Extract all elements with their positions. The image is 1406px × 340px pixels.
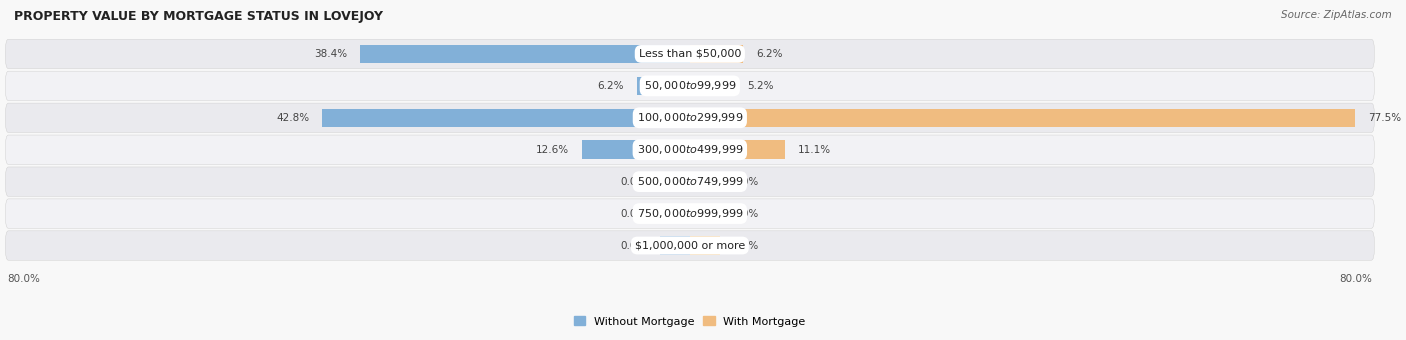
Text: $100,000 to $299,999: $100,000 to $299,999 bbox=[637, 111, 742, 124]
Text: $750,000 to $999,999: $750,000 to $999,999 bbox=[637, 207, 744, 220]
Legend: Without Mortgage, With Mortgage: Without Mortgage, With Mortgage bbox=[569, 312, 810, 331]
Text: 6.2%: 6.2% bbox=[598, 81, 624, 91]
Bar bbox=[637, 76, 690, 95]
Text: $50,000 to $99,999: $50,000 to $99,999 bbox=[644, 79, 737, 92]
Text: 80.0%: 80.0% bbox=[1340, 274, 1372, 284]
Bar bbox=[659, 204, 690, 223]
Text: 42.8%: 42.8% bbox=[276, 113, 309, 123]
Text: 0.0%: 0.0% bbox=[620, 177, 647, 187]
Bar bbox=[360, 45, 690, 63]
Bar bbox=[659, 172, 690, 191]
Text: Source: ZipAtlas.com: Source: ZipAtlas.com bbox=[1281, 10, 1392, 20]
Text: 38.4%: 38.4% bbox=[314, 49, 347, 59]
Text: 12.6%: 12.6% bbox=[536, 145, 569, 155]
Bar bbox=[690, 140, 785, 159]
Text: $1,000,000 or more: $1,000,000 or more bbox=[634, 240, 745, 251]
Text: 80.0%: 80.0% bbox=[7, 274, 39, 284]
FancyBboxPatch shape bbox=[6, 39, 1374, 69]
Text: 0.0%: 0.0% bbox=[733, 240, 759, 251]
Bar bbox=[582, 140, 690, 159]
Text: PROPERTY VALUE BY MORTGAGE STATUS IN LOVEJOY: PROPERTY VALUE BY MORTGAGE STATUS IN LOV… bbox=[14, 10, 382, 23]
Text: 0.0%: 0.0% bbox=[733, 177, 759, 187]
Text: 0.0%: 0.0% bbox=[620, 240, 647, 251]
Bar bbox=[690, 236, 720, 255]
Text: Less than $50,000: Less than $50,000 bbox=[638, 49, 741, 59]
Bar bbox=[690, 204, 720, 223]
Bar bbox=[690, 76, 734, 95]
FancyBboxPatch shape bbox=[6, 199, 1374, 228]
Bar bbox=[690, 172, 720, 191]
Text: 6.2%: 6.2% bbox=[756, 49, 783, 59]
FancyBboxPatch shape bbox=[6, 71, 1374, 101]
FancyBboxPatch shape bbox=[6, 103, 1374, 133]
Bar bbox=[322, 108, 690, 127]
Text: 0.0%: 0.0% bbox=[733, 209, 759, 219]
Text: $300,000 to $499,999: $300,000 to $499,999 bbox=[637, 143, 744, 156]
Bar bbox=[659, 236, 690, 255]
Text: 0.0%: 0.0% bbox=[620, 209, 647, 219]
Bar bbox=[690, 45, 744, 63]
FancyBboxPatch shape bbox=[6, 167, 1374, 196]
Text: 5.2%: 5.2% bbox=[748, 81, 773, 91]
FancyBboxPatch shape bbox=[6, 135, 1374, 165]
Text: 11.1%: 11.1% bbox=[799, 145, 831, 155]
Text: 77.5%: 77.5% bbox=[1368, 113, 1402, 123]
FancyBboxPatch shape bbox=[6, 231, 1374, 260]
Bar bbox=[690, 108, 1355, 127]
Text: $500,000 to $749,999: $500,000 to $749,999 bbox=[637, 175, 744, 188]
